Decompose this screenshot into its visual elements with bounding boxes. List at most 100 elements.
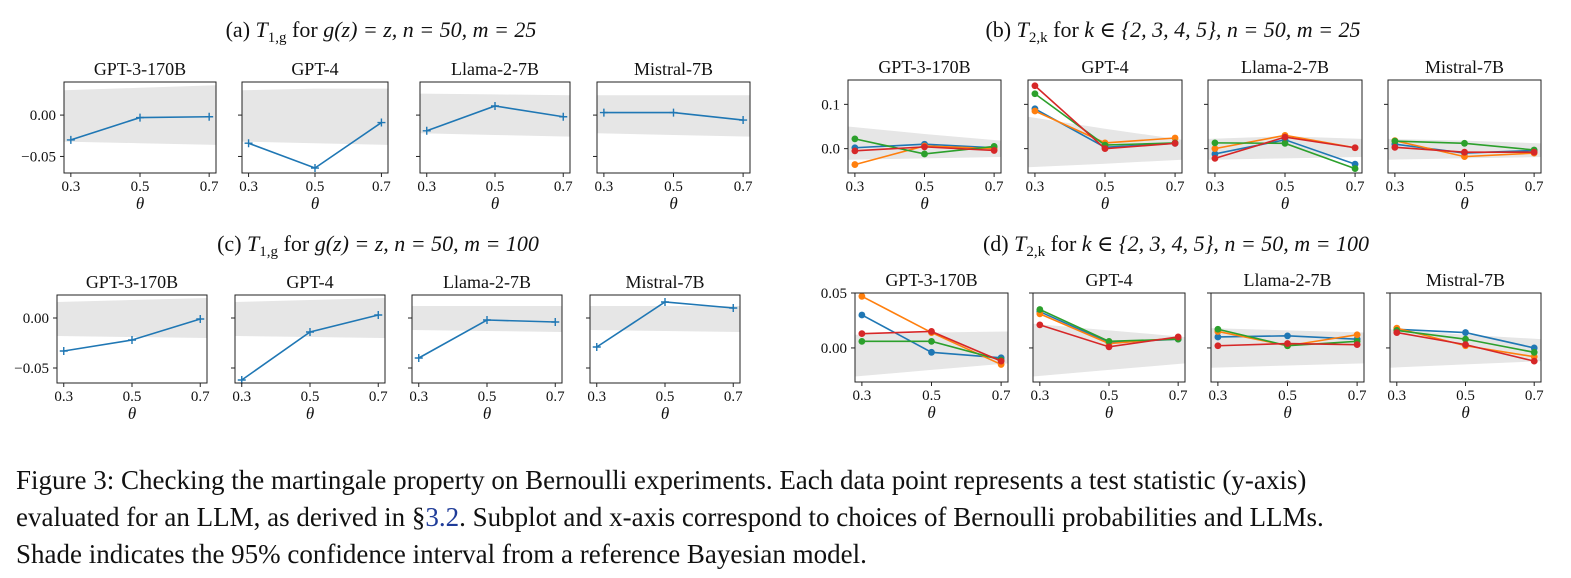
data-point-red [1530, 148, 1538, 156]
caption-line-2-part-3: . Subplot and x-axis correspond to choic… [459, 502, 1324, 532]
x-tick-label: 0.5 [1276, 179, 1295, 195]
x-axis-label: θ [306, 404, 314, 423]
data-point-blue [592, 343, 601, 351]
figure-canvas: (a) T1,g for g(z) = z, n = 50, m = 25GPT… [14, 17, 1544, 423]
x-tick-label: 0.5 [1455, 179, 1474, 195]
data-point-blue [1214, 333, 1222, 341]
data-point-orange [1211, 145, 1219, 153]
data-point-red [1353, 341, 1361, 349]
x-axis-label: θ [1460, 194, 1468, 213]
data-point-red [1281, 133, 1289, 141]
subplot-llama-2-7b: Llama-2-7B 0.3 0.5 0.7 θ [416, 59, 573, 213]
data-point-red [1174, 333, 1182, 341]
panel-title-label: (b) [985, 17, 1016, 42]
y-tick-label: 0.00 [30, 108, 56, 124]
data-point-blue [669, 108, 678, 117]
x-tick-label: 0.7 [992, 388, 1011, 404]
panel-b: (b) T2,k for k ∈ {2, 3, 4, 5}, n = 50, m… [821, 17, 1544, 213]
data-point-red [858, 330, 866, 338]
x-tick-label: 0.3 [54, 389, 73, 405]
panel-title-for: for [1048, 17, 1085, 42]
x-axis-label: θ [1461, 403, 1469, 422]
data-point-green [921, 150, 928, 158]
data-point-red [1393, 329, 1401, 336]
x-axis-label: θ [1101, 194, 1109, 213]
x-tick-label: 0.7 [191, 389, 210, 405]
data-point-red [921, 143, 928, 151]
subplot-llama-2-7b: Llama-2-7B 0.3 0.5 0.7 θ [1207, 270, 1367, 422]
subplot-title: Llama-2-7B [451, 59, 539, 79]
data-point-blue [729, 304, 738, 312]
x-tick-label: 0.3 [1026, 179, 1045, 195]
subplot-gpt-4: GPT-4 0.3 0.5 0.7 θ [231, 272, 388, 423]
x-tick-label: 0.7 [200, 179, 219, 195]
x-axis-label: θ [483, 404, 491, 423]
subplot-gpt-4: GPT-4 0.3 0.5 0.7 θ [1024, 57, 1185, 213]
data-point-blue [196, 315, 205, 323]
subplot-gpt-3-170b: GPT-3-170B 0.3 0.5 0.7 θ 0.00 −0.05 [14, 272, 210, 423]
data-point-orange [858, 292, 866, 300]
data-point-red [997, 357, 1005, 365]
panel-title-stat: T [1014, 231, 1028, 256]
caption-line-1: Figure 3: Checking the martingale proper… [16, 465, 1307, 495]
subplot-gpt-4: GPT-4 0.3 0.5 0.7 θ [1029, 270, 1188, 422]
x-tick-label: 0.3 [417, 179, 436, 195]
subplot-title: GPT-4 [291, 59, 338, 79]
data-point-red [928, 328, 935, 335]
subplot-title: Llama-2-7B [1244, 270, 1332, 290]
panel-title-subscript: 1,g [259, 244, 278, 260]
x-tick-label: 0.3 [587, 389, 606, 405]
y-tick-label: 0.00 [821, 341, 847, 357]
y-tick-label: 0.0 [821, 142, 840, 158]
x-tick-label: 0.5 [656, 389, 675, 405]
x-tick-label: 0.3 [846, 179, 865, 195]
panel-title-params: g(z) = z, n = 50, m = 25 [323, 17, 536, 42]
x-tick-label: 0.5 [1278, 388, 1297, 404]
x-axis-label: θ [927, 403, 935, 422]
data-point-green [851, 135, 859, 143]
data-point-green [1391, 137, 1399, 145]
subplot-title: GPT-3-170B [94, 59, 186, 79]
x-tick-label: 0.7 [724, 389, 743, 405]
x-tick-label: 0.3 [409, 389, 428, 405]
data-point-blue [311, 164, 319, 173]
x-tick-label: 0.5 [306, 179, 325, 195]
subplot-gpt-3-170b: GPT-3-170B 0.3 0.5 0.7 θ 0.05 0.00 [821, 270, 1011, 422]
data-point-blue [858, 311, 866, 319]
panel-title: (d) T2,k for k ∈ {2, 3, 4, 5}, n = 50, m… [983, 231, 1369, 260]
x-tick-label: 0.5 [486, 179, 505, 195]
x-tick-label: 0.7 [1346, 179, 1365, 195]
panel-title-stat: T [256, 17, 270, 42]
x-tick-label: 0.7 [1169, 388, 1188, 404]
x-tick-label: 0.7 [554, 179, 573, 195]
data-point-blue [551, 318, 560, 326]
x-axis-label: θ [311, 194, 319, 213]
x-axis-label: θ [1281, 194, 1289, 213]
panel-title-params: k ∈ {2, 3, 4, 5}, n = 50, m = 25 [1084, 17, 1360, 42]
subplot-llama-2-7b: Llama-2-7B 0.3 0.5 0.7 θ [1204, 57, 1365, 213]
caption-line-2: evaluated for an LLM, as derived in §3.2… [16, 499, 1561, 536]
data-point-blue [491, 101, 499, 110]
x-tick-label: 0.7 [985, 179, 1004, 195]
y-tick-label: 0.1 [821, 97, 840, 113]
subplot-llama-2-7b: Llama-2-7B 0.3 0.5 0.7 θ [408, 272, 565, 423]
data-point-red [1211, 154, 1219, 162]
data-point-blue [928, 348, 935, 356]
subplot-mistral-7b: Mistral-7B 0.3 0.5 0.7 θ [586, 272, 743, 423]
section-reference-link[interactable]: 3.2 [425, 502, 460, 532]
x-axis-label: θ [128, 404, 136, 423]
x-tick-label: 0.3 [1386, 179, 1405, 195]
data-point-green [1211, 139, 1219, 147]
data-point-blue [374, 311, 383, 319]
data-point-red [1462, 341, 1469, 349]
data-point-green [1214, 325, 1222, 333]
data-point-green [1031, 90, 1039, 98]
data-point-red [1171, 139, 1179, 147]
y-tick-label: −0.05 [21, 149, 56, 165]
x-tick-label: 0.5 [1456, 388, 1475, 404]
x-tick-label: 0.7 [369, 389, 388, 405]
data-point-blue [559, 112, 568, 121]
y-tick-label: 0.00 [23, 311, 49, 327]
data-point-orange [1171, 134, 1179, 142]
data-point-blue [661, 298, 669, 306]
